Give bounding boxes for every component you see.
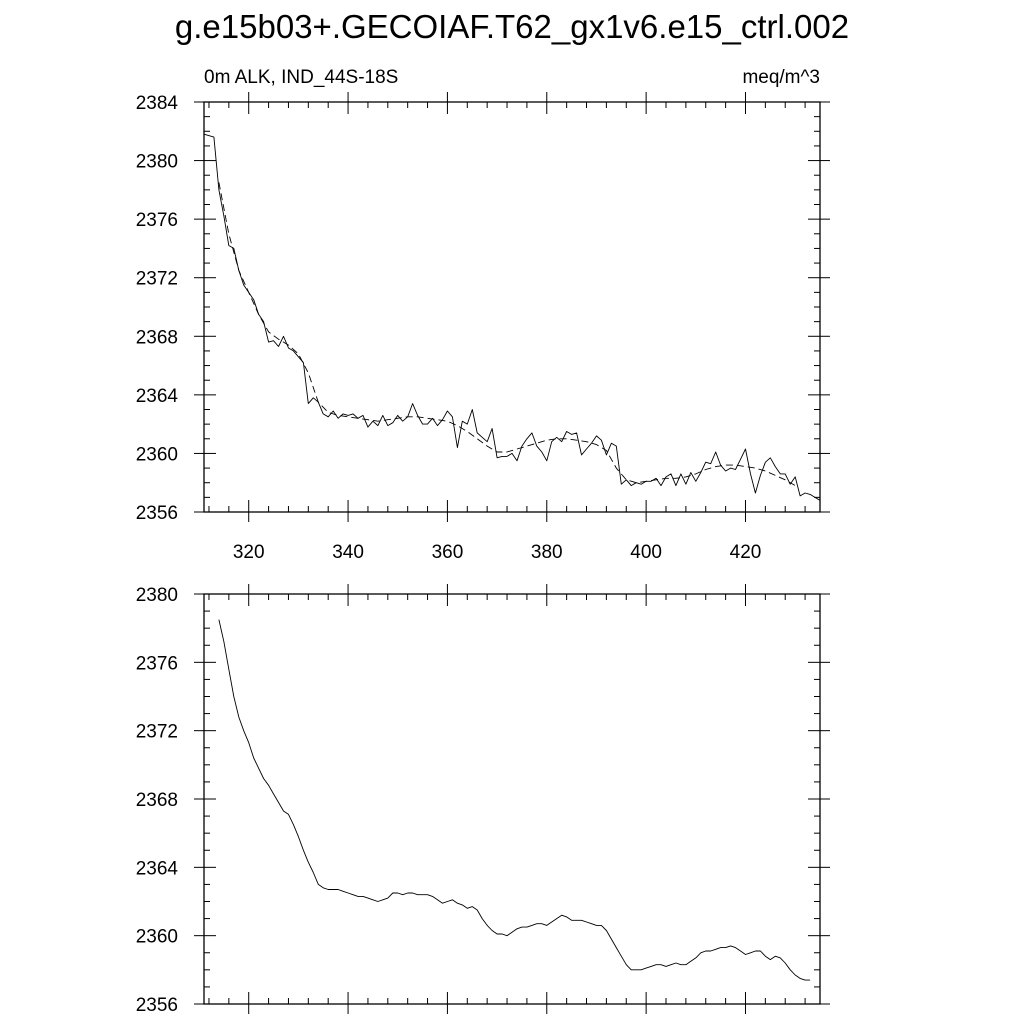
y-tick-label: 2384 xyxy=(136,93,179,114)
series-line-smoothed xyxy=(218,619,811,981)
y-tick-label: 2380 xyxy=(136,585,178,606)
x-tick-label: 320 xyxy=(233,542,265,563)
top-series xyxy=(203,133,821,501)
x-tick-label: 340 xyxy=(332,542,364,563)
y-tick-label: 2368 xyxy=(136,790,178,811)
x-tick-label: 420 xyxy=(730,542,762,563)
bottom-plot-frame xyxy=(203,593,821,1005)
bottom-series xyxy=(218,619,811,981)
y-tick-label: 2364 xyxy=(136,386,179,407)
y-tick-label: 2376 xyxy=(136,210,178,231)
bottom-panel: 2356 2360 2364 2368 2372 2376 2380 xyxy=(136,584,830,1016)
y-tick-label: 2356 xyxy=(136,503,178,524)
x-tick-label: 360 xyxy=(432,542,464,563)
series-line-running-mean xyxy=(218,182,796,486)
y-tick-label: 2376 xyxy=(136,653,178,674)
y-tick-label: 2364 xyxy=(136,858,179,879)
series-line-annual xyxy=(203,133,821,501)
y-tick-label: 2372 xyxy=(136,722,178,743)
y-tick-label: 2360 xyxy=(136,927,178,948)
y-tick-label: 2372 xyxy=(136,269,178,290)
y-tick-label: 2380 xyxy=(136,152,178,173)
x-tick-label: 380 xyxy=(531,542,563,563)
x-tick-label: 400 xyxy=(630,542,662,563)
y-tick-label: 2360 xyxy=(136,444,178,465)
bottom-ticks: 2356 2360 2364 2368 2372 2376 2380 xyxy=(136,584,830,1016)
top-panel: 0m ALK, IND_44S-18S meq/m^3 320 340 360 380… xyxy=(136,67,830,563)
y-tick-label: 2356 xyxy=(136,995,178,1016)
top-ticks: 320 340 360 380 400 420 2356 2360 2364 2368 2372 23… xyxy=(136,92,830,563)
top-right-label: meq/m^3 xyxy=(742,67,820,88)
top-left-label: 0m ALK, IND_44S-18S xyxy=(204,67,398,88)
figure-title: g.e15b03+.GECOIAF.T62_gx1v6.e15_ctrl.002 xyxy=(175,8,849,45)
y-tick-label: 2368 xyxy=(136,327,178,348)
